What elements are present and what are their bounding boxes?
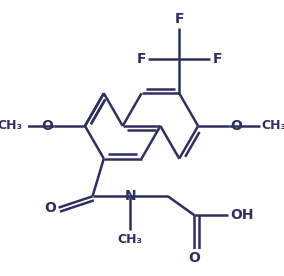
Text: OH: OH bbox=[231, 208, 254, 222]
Text: CH₃: CH₃ bbox=[261, 120, 284, 132]
Text: O: O bbox=[44, 201, 56, 215]
Text: CH₃: CH₃ bbox=[118, 233, 143, 246]
Text: O: O bbox=[188, 251, 200, 266]
Text: F: F bbox=[212, 52, 222, 67]
Text: F: F bbox=[137, 52, 146, 67]
Text: O: O bbox=[230, 119, 242, 133]
Text: O: O bbox=[41, 119, 53, 133]
Text: N: N bbox=[124, 189, 136, 203]
Text: F: F bbox=[174, 12, 184, 26]
Text: CH₃: CH₃ bbox=[0, 120, 22, 132]
